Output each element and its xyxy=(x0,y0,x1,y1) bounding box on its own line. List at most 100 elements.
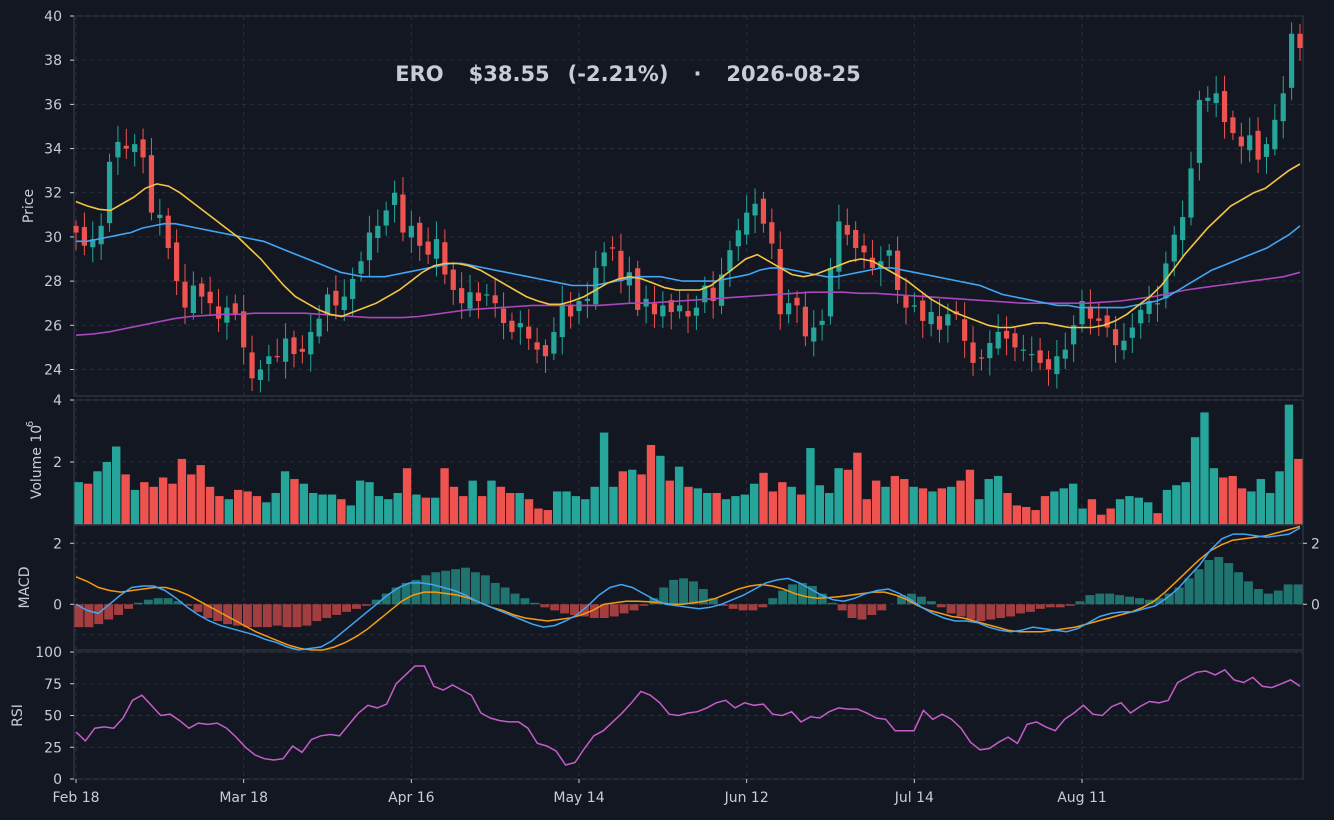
macd-histogram-bar-negative xyxy=(986,604,996,620)
volume-bar-down xyxy=(937,488,946,524)
candle-down xyxy=(333,290,339,306)
candle-down xyxy=(668,300,674,313)
volume-bar-up xyxy=(384,499,393,524)
volume-bar-up xyxy=(1078,508,1087,524)
macd-histogram-bar-positive xyxy=(897,595,907,605)
candle-up xyxy=(811,327,817,342)
macd-histogram-bar-positive xyxy=(698,589,708,605)
candle-up xyxy=(1171,234,1177,262)
volume-bar-up xyxy=(1125,496,1134,524)
macd-histogram-bar-positive xyxy=(1174,587,1184,605)
macd-histogram-bar-positive xyxy=(1115,595,1125,605)
candle-up xyxy=(1263,144,1270,157)
candle-down xyxy=(232,303,238,315)
macd-histogram-bar-negative xyxy=(629,604,639,611)
volume-bar-down xyxy=(233,489,243,524)
volume-bar-down xyxy=(1294,458,1303,524)
macd-histogram-bar-negative xyxy=(342,604,352,612)
sma-50-line xyxy=(76,222,1301,309)
macd-histogram-bar-negative xyxy=(718,604,728,606)
volume-bar-down xyxy=(768,491,778,524)
x-tick-label: Aug 11 xyxy=(1057,790,1107,806)
volume-bar-down xyxy=(637,474,646,524)
candle-up xyxy=(819,320,825,325)
volume-bar-up xyxy=(909,486,918,524)
volume-bar-down xyxy=(402,468,412,524)
macd-histogram-bar-positive xyxy=(1095,593,1105,605)
candle-up xyxy=(744,212,750,235)
volume-bar-down xyxy=(459,496,468,524)
candle-up xyxy=(660,305,666,317)
volume-bar-up xyxy=(806,448,815,524)
price-tick-label: 30 xyxy=(44,230,62,246)
volume-bar-up xyxy=(731,496,740,524)
volume-bar-up xyxy=(552,491,562,524)
macd-histogram-bar-negative xyxy=(619,604,629,614)
candle-up xyxy=(106,161,113,224)
candle-up xyxy=(1205,97,1211,101)
volume-bar-down xyxy=(149,486,158,524)
candle-down xyxy=(894,250,901,290)
candle-down xyxy=(618,250,624,282)
macd-panel xyxy=(74,525,1303,651)
rsi-tick-label: 50 xyxy=(44,709,62,725)
candle-down xyxy=(475,292,482,301)
candle-down xyxy=(1221,91,1228,123)
candle-up xyxy=(308,331,314,355)
volume-bar-down xyxy=(543,510,552,524)
price-tick-label: 38 xyxy=(44,53,62,69)
candle-up xyxy=(90,239,96,248)
candle-up xyxy=(677,305,683,312)
sma-200-line xyxy=(75,271,1301,336)
macd-histogram-bar-negative xyxy=(322,604,332,618)
volume-bar-down xyxy=(871,480,881,524)
candle-down xyxy=(542,345,549,357)
macd-histogram-bar-positive xyxy=(1224,563,1234,605)
candle-down xyxy=(1012,333,1018,348)
volume-bar-down xyxy=(1219,477,1228,524)
candle-down xyxy=(509,320,515,332)
macd-histogram-bar-positive xyxy=(1154,598,1164,605)
price-tick-label: 24 xyxy=(44,362,62,378)
volume-bar-down xyxy=(168,483,177,524)
price-tick-label: 34 xyxy=(44,142,62,158)
candle-down xyxy=(526,326,532,339)
macd-histogram-bar-positive xyxy=(173,601,183,605)
macd-histogram-bar-negative xyxy=(1016,604,1025,614)
candle-up xyxy=(132,144,138,152)
candle-down xyxy=(777,249,783,315)
volume-bar-up xyxy=(599,432,609,524)
macd-histogram-bar-positive xyxy=(1075,601,1085,605)
candle-down xyxy=(1104,315,1110,328)
candle-down xyxy=(140,139,146,158)
candle-up xyxy=(911,305,917,307)
macd-histogram-bar-positive xyxy=(1293,584,1303,605)
candle-down xyxy=(249,352,255,379)
volume-bar-up xyxy=(280,471,290,524)
macd-histogram-bar-positive xyxy=(461,567,470,605)
candle-down xyxy=(73,225,79,233)
macd-histogram-bar-positive xyxy=(649,598,659,605)
macd-histogram-bar-positive xyxy=(1184,578,1194,605)
macd-histogram-bar-positive xyxy=(490,582,500,605)
candle-up xyxy=(1129,327,1135,338)
candle-down xyxy=(936,316,943,330)
volume-bar-up xyxy=(346,505,355,524)
volume-bar-down xyxy=(1031,510,1040,524)
sma-20-line xyxy=(75,163,1301,329)
candle-up xyxy=(1196,99,1202,163)
volume-bar-up xyxy=(299,483,309,524)
volume-axis-label: Volume 10 xyxy=(29,425,45,499)
grid-lines xyxy=(74,15,1303,780)
macd-histogram-bar-negative xyxy=(570,604,579,615)
candle-down xyxy=(442,242,448,275)
macd-histogram-bar-positive xyxy=(431,572,441,605)
candle-up xyxy=(157,214,163,218)
volume-bar-up xyxy=(1181,482,1190,524)
macd-histogram-bar-negative xyxy=(361,604,371,606)
macd-histogram-bar-negative xyxy=(1025,604,1035,612)
candle-up xyxy=(1054,356,1060,375)
macd-histogram-bar-negative xyxy=(966,604,976,620)
volume-bar-down xyxy=(534,508,543,524)
volume-bar-down xyxy=(646,444,656,524)
